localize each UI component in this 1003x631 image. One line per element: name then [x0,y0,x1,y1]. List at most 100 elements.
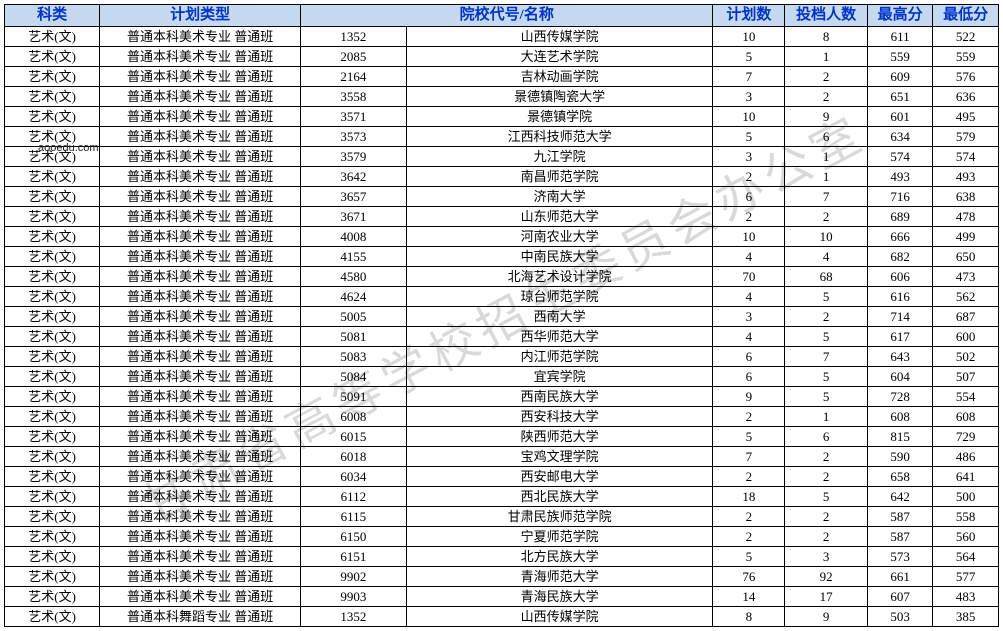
cell-min: 579 [933,127,999,147]
cell-max: 714 [867,307,933,327]
cell-min: 558 [933,507,999,527]
cell-code: 6015 [301,427,407,447]
cell-name: 南昌师范学院 [406,167,713,187]
cell-plan: 3 [713,147,785,167]
cell-type: 普通本科美术专业 普通班 [100,587,301,607]
cell-type: 普通本科美术专业 普通班 [100,487,301,507]
cell-type: 普通本科美术专业 普通班 [100,167,301,187]
cell-name: 宁夏师范学院 [406,527,713,547]
cell-name: 北海艺术设计学院 [406,267,713,287]
cell-name: 山西传媒学院 [406,27,713,47]
cell-plan: 7 [713,67,785,87]
cell-cast: 4 [785,247,867,267]
cell-code: 6112 [301,487,407,507]
cell-name: 山东师范大学 [406,207,713,227]
cell-cast: 2 [785,467,867,487]
cell-max: 606 [867,267,933,287]
cell-type: 普通本科美术专业 普通班 [100,127,301,147]
cell-plan: 14 [713,587,785,607]
cell-code: 5083 [301,347,407,367]
cell-min: 486 [933,447,999,467]
cell-plan: 18 [713,487,785,507]
cell-category: 艺术(文) [5,187,100,207]
cell-max: 682 [867,247,933,267]
cell-cast: 6 [785,127,867,147]
cell-plan: 10 [713,107,785,127]
cell-code: 4624 [301,287,407,307]
cell-plan: 2 [713,407,785,427]
cell-min: 559 [933,47,999,67]
table-row: 艺术(文)普通本科美术专业 普通班3671山东师范大学22689478 [5,207,999,227]
cell-type: 普通本科美术专业 普通班 [100,107,301,127]
cell-code: 2164 [301,67,407,87]
cell-name: 景德镇陶瓷大学 [406,87,713,107]
table-row: 艺术(文)普通本科美术专业 普通班3579九江学院31574574 [5,147,999,167]
cell-min: 507 [933,367,999,387]
table-row: 艺术(文)普通本科美术专业 普通班4155中南民族大学44682650 [5,247,999,267]
cell-type: 普通本科美术专业 普通班 [100,47,301,67]
cell-plan: 9 [713,387,785,407]
cell-cast: 10 [785,227,867,247]
table-row: 艺术(文)普通本科美术专业 普通班2085大连艺术学院51559559 [5,47,999,67]
table-row: 艺术(文)普通本科美术专业 普通班6151北方民族大学53573564 [5,547,999,567]
cell-type: 普通本科美术专业 普通班 [100,447,301,467]
cell-code: 2085 [301,47,407,67]
cell-plan: 6 [713,347,785,367]
cell-max: 611 [867,27,933,47]
cell-code: 3558 [301,87,407,107]
cell-category: 艺术(文) [5,387,100,407]
cell-type: 普通本科美术专业 普通班 [100,67,301,87]
cell-category: 艺术(文) [5,327,100,347]
table-row: 艺术(文)普通本科美术专业 普通班3571景德镇学院109601495 [5,107,999,127]
cell-code: 3579 [301,147,407,167]
cell-cast: 6 [785,427,867,447]
cell-name: 山西传媒学院 [406,607,713,627]
cell-cast: 7 [785,347,867,367]
cell-cast: 8 [785,27,867,47]
cell-max: 609 [867,67,933,87]
header-min: 最低分 [933,5,999,27]
table-row: 艺术(文)普通本科美术专业 普通班3642南昌师范学院21493493 [5,167,999,187]
cell-category: 艺术(文) [5,487,100,507]
cell-min: 574 [933,147,999,167]
cell-plan: 5 [713,47,785,67]
cell-type: 普通本科美术专业 普通班 [100,547,301,567]
cell-cast: 1 [785,407,867,427]
cell-min: 687 [933,307,999,327]
cell-category: 艺术(文) [5,207,100,227]
cell-plan: 3 [713,307,785,327]
cell-name: 西南大学 [406,307,713,327]
cell-category: 艺术(文) [5,447,100,467]
cell-max: 587 [867,527,933,547]
cell-max: 666 [867,227,933,247]
cell-plan: 7 [713,447,785,467]
header-max: 最高分 [867,5,933,27]
cell-max: 642 [867,487,933,507]
cell-plan: 8 [713,607,785,627]
cell-min: 554 [933,387,999,407]
site-mark: aooedu.com [38,142,99,154]
cell-cast: 2 [785,207,867,227]
table-row: 艺术(文)普通本科美术专业 普通班2164吉林动画学院72609576 [5,67,999,87]
table-row: 艺术(文)普通本科美术专业 普通班5091西南民族大学95728554 [5,387,999,407]
cell-category: 艺术(文) [5,567,100,587]
cell-name: 中南民族大学 [406,247,713,267]
cell-min: 499 [933,227,999,247]
cell-max: 617 [867,327,933,347]
cell-min: 650 [933,247,999,267]
cell-name: 河南农业大学 [406,227,713,247]
table-row: 艺术(文)普通本科美术专业 普通班3573江西科技师范大学56634579 [5,127,999,147]
cell-name: 济南大学 [406,187,713,207]
cell-category: 艺术(文) [5,267,100,287]
cell-max: 634 [867,127,933,147]
cell-code: 4580 [301,267,407,287]
cell-plan: 70 [713,267,785,287]
cell-max: 574 [867,147,933,167]
cell-type: 普通本科美术专业 普通班 [100,187,301,207]
cell-plan: 5 [713,547,785,567]
cell-type: 普通本科美术专业 普通班 [100,327,301,347]
cell-plan: 3 [713,87,785,107]
cell-category: 艺术(文) [5,467,100,487]
cell-max: 716 [867,187,933,207]
table-row: 艺术(文)普通本科美术专业 普通班5005西南大学32714687 [5,307,999,327]
